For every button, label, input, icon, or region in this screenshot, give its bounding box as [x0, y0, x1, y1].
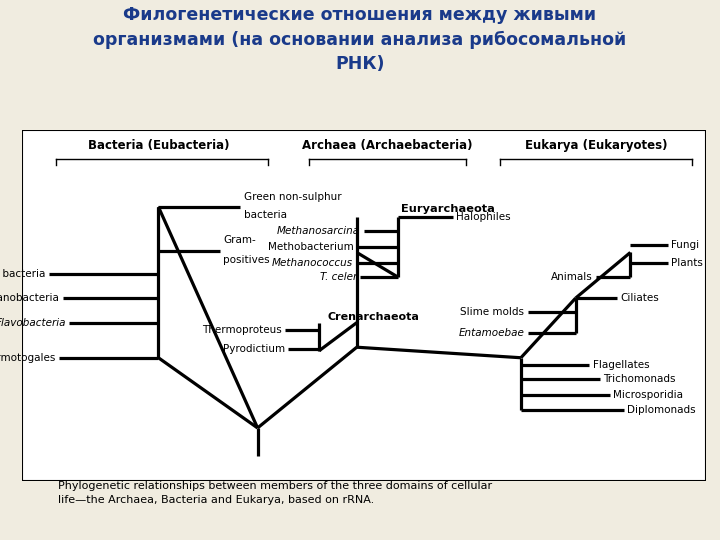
Text: Thermotogales: Thermotogales — [0, 353, 56, 363]
Text: Pyrodictium: Pyrodictium — [222, 344, 285, 354]
Text: Flavobacteria: Flavobacteria — [0, 318, 66, 328]
Text: bacteria: bacteria — [244, 210, 287, 220]
Text: Entamoebae: Entamoebae — [459, 328, 524, 338]
Text: Methanococcus: Methanococcus — [272, 258, 354, 268]
Text: Eukarya (Eukaryotes): Eukarya (Eukaryotes) — [525, 139, 667, 152]
Text: Flagellates: Flagellates — [593, 360, 649, 370]
Text: Animals: Animals — [551, 272, 593, 282]
Text: Fungi: Fungi — [672, 240, 700, 251]
Text: Ciliates: Ciliates — [620, 293, 659, 303]
Text: Gram-: Gram- — [223, 235, 256, 245]
Text: Methanosarcina: Methanosarcina — [277, 226, 360, 237]
FancyBboxPatch shape — [22, 130, 706, 481]
Text: Halophiles: Halophiles — [456, 212, 510, 222]
Text: Trichomonads: Trichomonads — [603, 374, 675, 384]
Text: Slime molds: Slime molds — [460, 307, 524, 317]
Text: Archaea (Archaebacteria): Archaea (Archaebacteria) — [302, 139, 473, 152]
Text: Cyanobacteria: Cyanobacteria — [0, 293, 59, 303]
Text: Green non-sulphur: Green non-sulphur — [244, 192, 341, 201]
Text: Microsporidia: Microsporidia — [613, 389, 683, 400]
Text: Purple bacteria: Purple bacteria — [0, 268, 45, 279]
Text: Diplomonads: Diplomonads — [627, 406, 696, 415]
Text: Euryarchaeota: Euryarchaeota — [401, 204, 495, 214]
Text: Bacteria (Eubacteria): Bacteria (Eubacteria) — [88, 139, 229, 152]
Text: Crenarchaeota: Crenarchaeota — [328, 312, 419, 322]
Text: Plants: Plants — [672, 258, 703, 268]
Text: T. celer: T. celer — [320, 272, 357, 282]
Text: Methobacterium: Methobacterium — [268, 242, 354, 252]
Text: Phylogenetic relationships between members of the three domains of cellular
life: Phylogenetic relationships between membe… — [58, 481, 492, 504]
Text: Thermoproteus: Thermoproteus — [202, 325, 282, 335]
Text: Филогенетические отношения между живыми
организмами (на основании анализа рибосо: Филогенетические отношения между живыми … — [94, 6, 626, 73]
Text: positives: positives — [223, 255, 270, 265]
